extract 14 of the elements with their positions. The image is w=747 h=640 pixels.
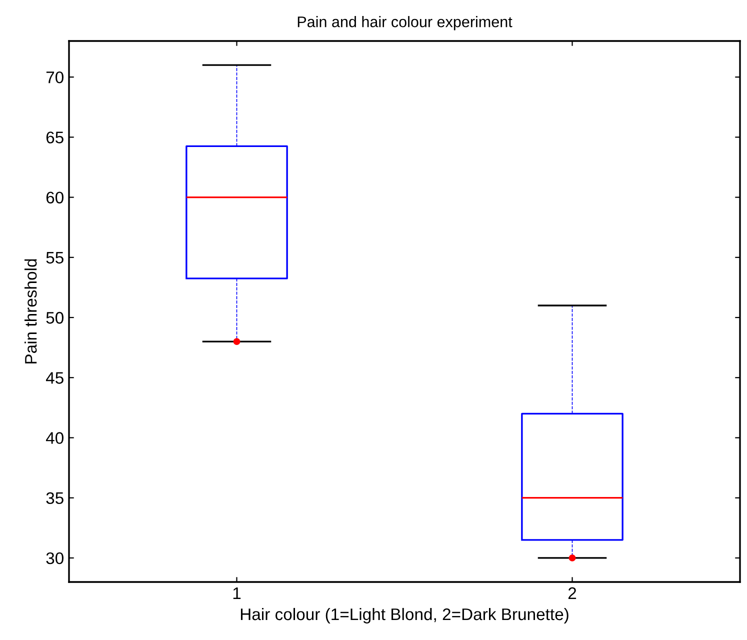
chart-title: Pain and hair colour experiment [298, 16, 512, 30]
y-tick-label: 60 [46, 192, 64, 204]
y-tick-label: 55 [46, 252, 64, 264]
y-tick-label: 35 [46, 492, 64, 504]
y-tick-label: 45 [46, 372, 64, 384]
x-axis-title: Hair colour (1=Light Blond, 2=Dark Brunette) [240, 608, 568, 624]
y-tick-label: 50 [46, 312, 64, 324]
y-tick-label: 70 [46, 71, 64, 84]
x-tick-label: 2 [568, 587, 576, 599]
y-tick-label: 65 [46, 132, 64, 144]
y-tick-label: 30 [46, 552, 64, 564]
y-axis-title: Pain threshold [24, 259, 37, 364]
y-tick-label: 40 [46, 432, 64, 444]
x-tick-label: 1 [233, 587, 241, 599]
